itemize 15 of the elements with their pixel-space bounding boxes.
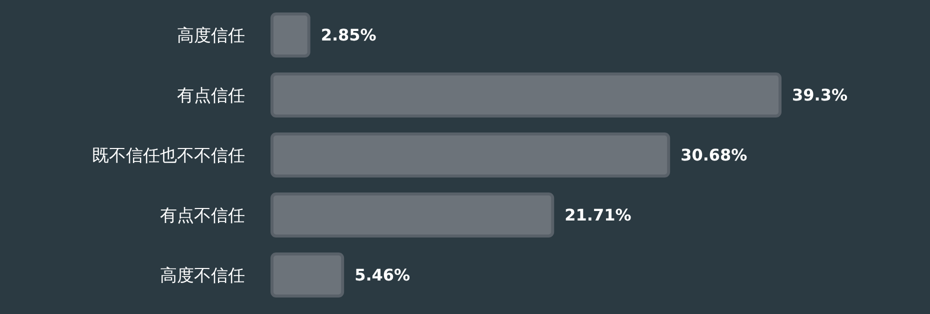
data-label: 21.71%: [564, 206, 632, 225]
y-tick-label: 有点不信任: [160, 206, 245, 226]
bar: [270, 12, 310, 58]
y-tick-label: 高度信任: [177, 26, 245, 46]
data-label: 2.85%: [320, 26, 376, 45]
y-tick-label: 高度不信任: [160, 266, 245, 286]
y-tick-label: 既不信任也不不信任: [92, 146, 245, 166]
bar: [270, 72, 782, 118]
data-label: 39.3%: [792, 86, 848, 105]
y-tick-label: 有点信任: [177, 86, 245, 106]
bar: [270, 252, 344, 298]
data-label: 30.68%: [680, 146, 748, 165]
bar: [270, 132, 670, 178]
bar: [270, 192, 554, 238]
data-label: 5.46%: [354, 266, 410, 285]
